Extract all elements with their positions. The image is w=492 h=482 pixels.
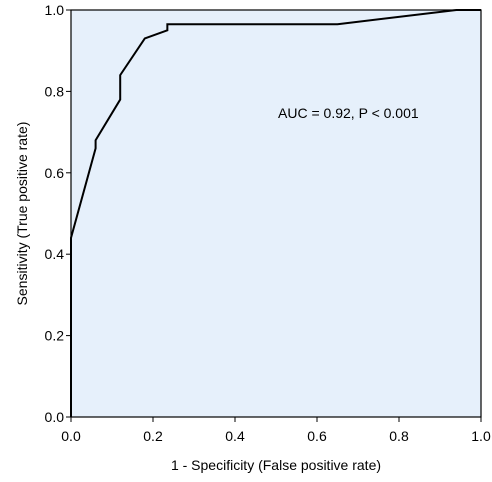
y-tick-label: 0.0	[45, 409, 65, 425]
x-axis-ticks: 0.0 0.2 0.4 0.6 0.8 1.0	[61, 417, 491, 444]
x-tick-label: 0.0	[61, 428, 81, 444]
x-tick-label: 0.2	[143, 428, 163, 444]
x-tick-label: 1.0	[471, 428, 491, 444]
plot-frame	[70, 9, 482, 418]
auc-annotation: AUC = 0.92, P < 0.001	[278, 105, 419, 121]
y-tick-label: 1.0	[45, 2, 65, 18]
y-tick-label: 0.8	[45, 83, 65, 99]
x-axis-title: 1 - Specificity (False positive rate)	[171, 457, 381, 473]
plot-area	[71, 10, 481, 417]
x-tick-label: 0.6	[307, 428, 327, 444]
y-axis-title: Sensitivity (True positive rate)	[14, 122, 30, 306]
y-tick-label: 0.2	[45, 328, 65, 344]
y-axis-ticks: 0.0 0.2 0.4 0.6 0.8 1.0	[45, 2, 71, 425]
y-tick-label: 0.4	[45, 246, 65, 262]
y-tick-label: 0.6	[45, 165, 65, 181]
x-tick-label: 0.4	[225, 428, 245, 444]
x-tick-label: 0.8	[389, 428, 409, 444]
